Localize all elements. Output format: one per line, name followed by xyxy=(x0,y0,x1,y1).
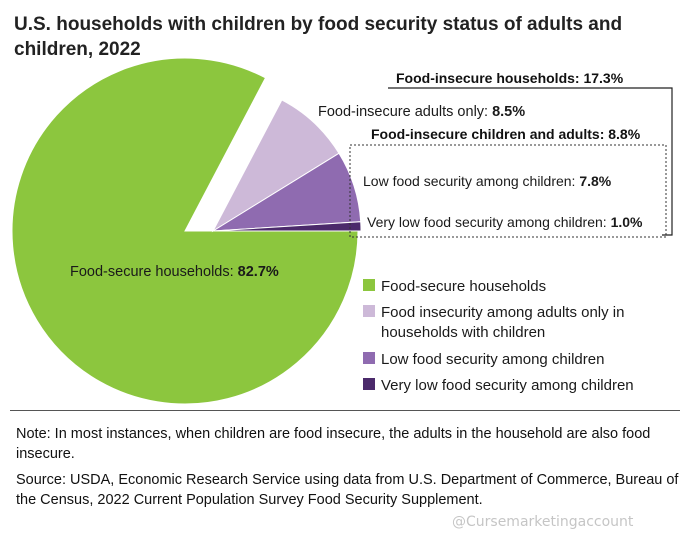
food-insecure-bracket xyxy=(388,87,673,236)
chart-title: U.S. households with children by food se… xyxy=(14,14,623,60)
legend: Food-secure households Food insecurity a… xyxy=(363,278,634,394)
note-text: Note: In most instances, when children a… xyxy=(16,426,651,462)
watermark: @Cursemarketingaccount xyxy=(452,514,634,530)
legend-swatch-food-secure xyxy=(363,279,375,291)
label-adults-only: Food-insecure adults only: 8.5% xyxy=(318,104,525,120)
legend-label-adults-only-line1: Food insecurity among adults only in xyxy=(381,304,624,321)
slice-food-secure xyxy=(11,57,359,405)
label-very-low-children: Very low food security among children: 1… xyxy=(367,214,643,230)
legend-label-adults-only-line2: households with children xyxy=(381,324,545,341)
group-label-children-adults: Food-insecure children and adults: 8.8% xyxy=(371,126,641,142)
legend-label-low-children: Low food security among children xyxy=(381,351,604,368)
legend-label-very-low-children: Very low food security among children xyxy=(381,377,634,394)
divider xyxy=(10,410,680,411)
slice-very-low-children xyxy=(212,221,362,232)
group-label-food-insecure: Food-insecure households: 17.3% xyxy=(396,70,624,86)
legend-swatch-adults-only xyxy=(363,305,375,317)
legend-label-food-secure: Food-secure households xyxy=(381,278,546,295)
source-text: Source: USDA, Economic Research Service … xyxy=(16,472,679,508)
legend-swatch-low-children xyxy=(363,352,375,364)
legend-swatch-very-low-children xyxy=(363,378,375,390)
label-food-secure: Food-secure households: 82.7% xyxy=(70,264,279,280)
children-adults-box xyxy=(349,144,667,238)
label-low-children: Low food security among children: 7.8% xyxy=(363,173,612,189)
legend-label-adults-only: Food insecurity among adults only in hou… xyxy=(381,304,629,341)
